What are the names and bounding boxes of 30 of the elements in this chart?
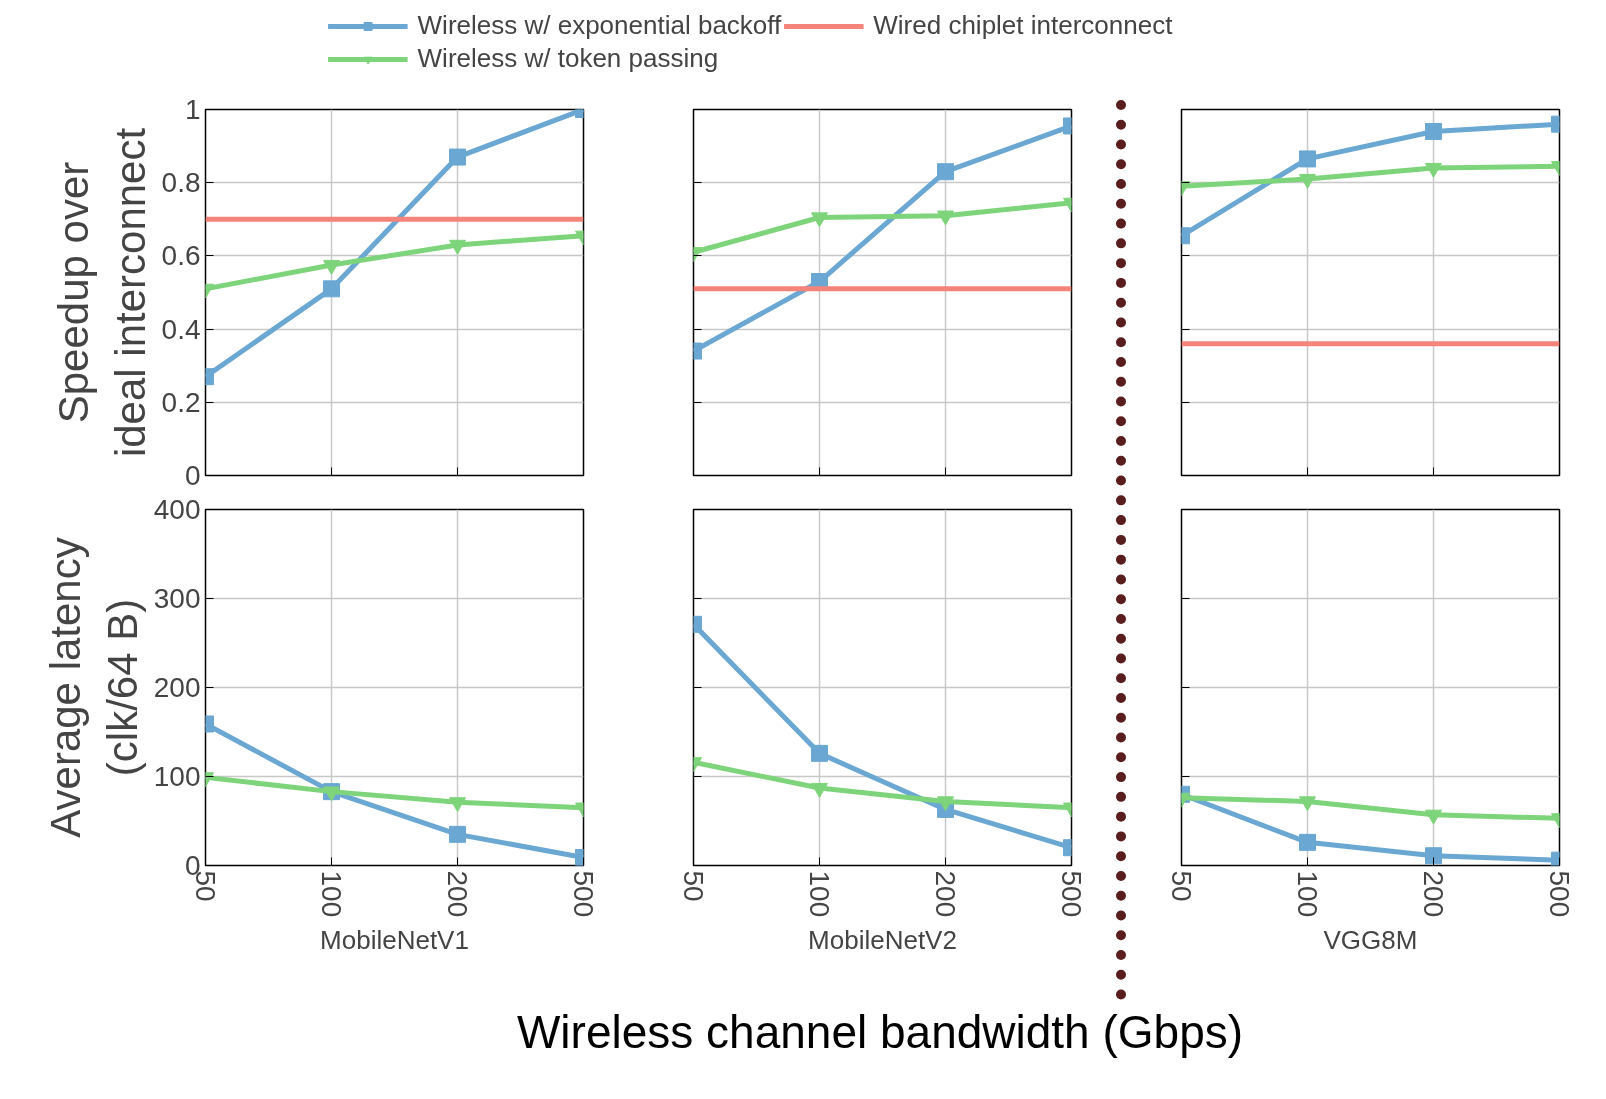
x-tick-label: 200 (930, 870, 961, 918)
x-tick-label: 500 (1056, 870, 1087, 918)
x-axis-title: MobileNetV2 (808, 925, 957, 956)
x-tick-label: 200 (442, 870, 473, 918)
x-tick-label: 200 (1418, 870, 1449, 918)
x-tick-label: 50 (1166, 870, 1197, 902)
x-axis-title: MobileNetV1 (320, 925, 469, 956)
y-tick-label: 100 (153, 761, 201, 792)
y-tick-label: 0.8 (161, 167, 201, 199)
x-tick-label: 100 (316, 870, 347, 918)
legend-label: Wireless w/ exponential backoff (417, 10, 782, 41)
text: Wireless channel bandwidth (Gbps) (515, 1005, 1245, 1060)
x-tick-label: 500 (568, 870, 599, 918)
y-tick-label: 0.4 (161, 313, 201, 345)
y-axis-title: Average latency (clk/64 B) (42, 537, 146, 838)
y-axis-title: Speedup over ideal interconnect (50, 127, 154, 458)
x-axis-title: VGG8M (1323, 925, 1418, 956)
y-tick-label: 300 (153, 583, 201, 614)
x-tick-label: 500 (1544, 870, 1575, 918)
x-tick-label: 100 (1292, 870, 1323, 918)
y-tick-label: 0 (184, 460, 201, 491)
y-tick-label: 200 (153, 672, 201, 703)
legend-label: Wireless w/ token passing (417, 43, 719, 74)
x-tick-label: 100 (804, 870, 835, 918)
y-tick-label: 0.6 (161, 240, 201, 272)
x-tick-label: 50 (678, 870, 709, 902)
legend-label: Wired chiplet interconnect (873, 10, 1173, 41)
y-tick-label: 400 (153, 494, 201, 525)
y-tick-label: 0.2 (161, 386, 201, 418)
y-tick-label: 1 (184, 94, 201, 125)
